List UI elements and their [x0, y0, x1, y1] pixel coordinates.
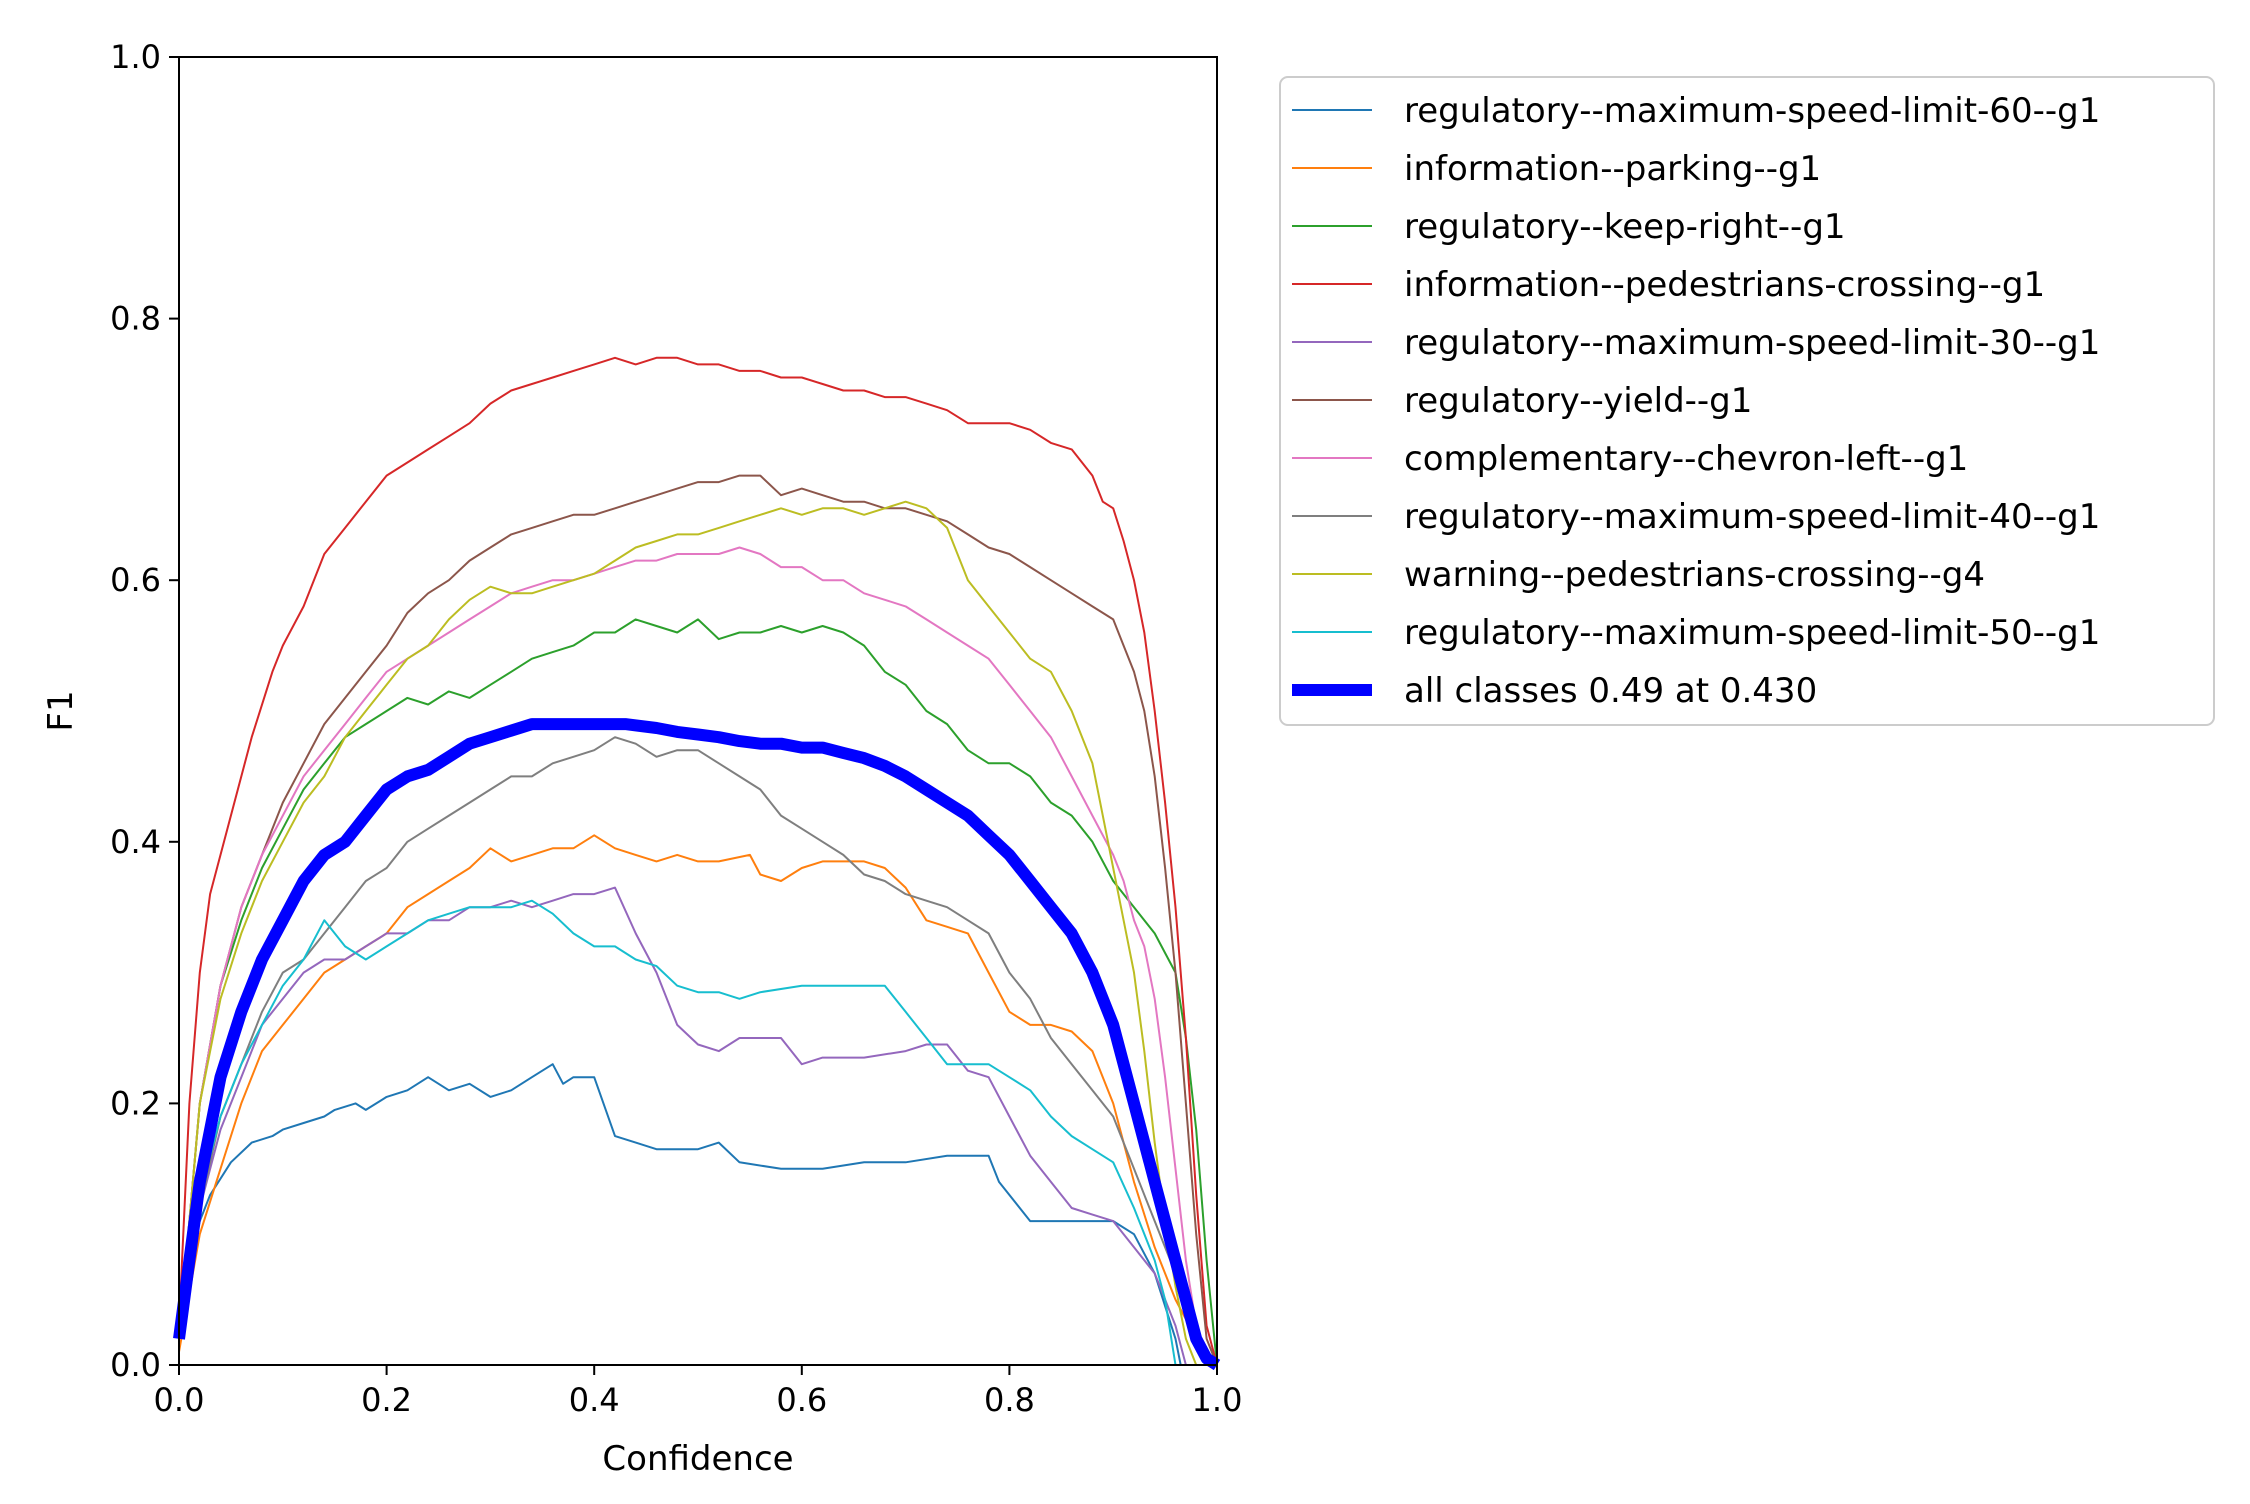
legend-items: regulatory--maximum-speed-limit-60--g1 in…: [1292, 91, 2100, 711]
x-tick-label: 0.2: [361, 1381, 412, 1419]
series-line-10: [173, 718, 1221, 1371]
y-axis-label: F1: [41, 690, 81, 731]
y-tick-label: 0.0: [110, 1346, 161, 1384]
x-tick-label: 0.4: [569, 1381, 620, 1419]
x-tick-label: 1.0: [1192, 1381, 1243, 1419]
legend-label-1: information--parking--g1: [1404, 149, 1821, 189]
series-line-7: [178, 736, 1208, 1366]
legend-label-4: regulatory--maximum-speed-limit-30--g1: [1404, 323, 2100, 363]
series-line-8: [178, 500, 1198, 1366]
y-tick-label: 0.2: [110, 1084, 161, 1122]
x-tick-label: 0.6: [776, 1381, 827, 1419]
series-line-0: [178, 1063, 1182, 1366]
legend-label-8: warning--pedestrians-crossing--g4: [1404, 555, 1985, 595]
y-tick-label: 0.8: [110, 300, 161, 338]
legend-label-3: information--pedestrians-crossing--g1: [1404, 265, 2045, 305]
legend-label-0: regulatory--maximum-speed-limit-60--g1: [1404, 91, 2100, 131]
legend-label-10: all classes 0.49 at 0.430: [1404, 671, 1817, 711]
y-tick-label: 1.0: [110, 38, 161, 76]
y-tick-label: 0.6: [110, 561, 161, 599]
y-tick-label: 0.4: [110, 823, 161, 861]
legend-label-7: regulatory--maximum-speed-limit-40--g1: [1404, 497, 2100, 537]
x-axis-ticks: 0.0 0.2 0.4 0.6 0.8 1.0: [154, 1365, 1243, 1419]
legend-label-6: complementary--chevron-left--g1: [1404, 439, 1968, 479]
legend-label-2: regulatory--keep-right--g1: [1404, 207, 1846, 247]
series-line-2: [178, 618, 1218, 1366]
series-line-6: [178, 546, 1208, 1366]
y-axis-ticks: 0.0 0.2 0.4 0.6 0.8 1.0: [110, 38, 179, 1384]
series-line-3: [178, 356, 1218, 1366]
x-tick-label: 0.0: [154, 1381, 205, 1419]
legend-label-5: regulatory--yield--g1: [1404, 381, 1752, 421]
legend: regulatory--maximum-speed-limit-60--g1 in…: [1279, 76, 2215, 726]
plot-lines: [173, 356, 1221, 1371]
plot-frame: [178, 56, 1218, 1366]
x-axis-label: Confidence: [602, 1439, 793, 1479]
x-tick-label: 0.8: [984, 1381, 1035, 1419]
series-line-4: [178, 886, 1187, 1366]
series-line-5: [178, 474, 1218, 1366]
legend-label-9: regulatory--maximum-speed-limit-50--g1: [1404, 613, 2100, 653]
series-line-9: [178, 899, 1177, 1366]
legend-frame: [1279, 76, 2215, 726]
